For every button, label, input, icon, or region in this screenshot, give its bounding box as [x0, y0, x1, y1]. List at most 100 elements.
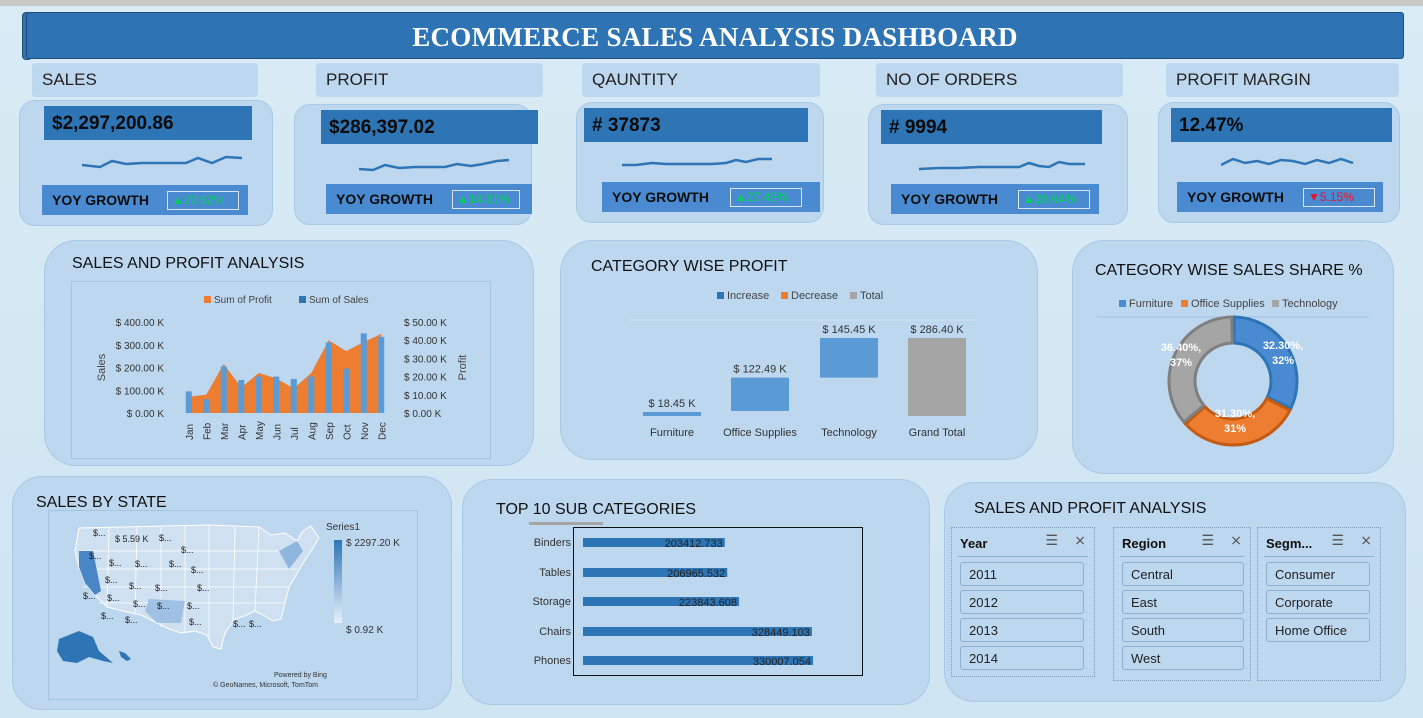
month-label: Sep [325, 422, 336, 440]
data-label: $ 286.40 K [910, 324, 964, 336]
kpi-card: $2,297,200.86 YOY GROWTH ▲20.62% [19, 100, 273, 226]
slicer-item[interactable]: 2011 [960, 562, 1084, 586]
slice-label: 32% [1272, 355, 1294, 367]
state-value-label: $... [249, 619, 262, 629]
profit-area [188, 333, 382, 413]
state-border [134, 526, 138, 616]
subcategory-label: Tables [539, 567, 571, 579]
slicer-item[interactable]: West [1122, 646, 1244, 670]
bar-value-label: 206965.532 [667, 568, 725, 580]
subcategory-label: Chairs [539, 626, 571, 638]
slicer-item[interactable]: Home Office [1266, 618, 1370, 642]
sparkline-path [622, 157, 772, 167]
state-value-label: $... [181, 545, 194, 555]
yoy-label: YOY GROWTH [52, 192, 149, 208]
category-label: Technology [821, 427, 877, 439]
sales-bar [255, 376, 262, 413]
sales-bar [378, 336, 385, 413]
slice-label: 32.30%, [1263, 340, 1303, 352]
year-slicer: Year ☰ ⨯ 2011 2012 2013 2014 [951, 527, 1095, 677]
legend-label: Office Supplies [1191, 298, 1265, 310]
panel-title: SALES AND PROFIT ANALYSIS [72, 255, 305, 272]
left-tick-label: $ 400.00 K [116, 318, 165, 329]
category-profit-chart: Increase Decrease Total $ 18.45 K Furniture $… [627, 290, 977, 439]
month-label: Oct [342, 424, 353, 440]
waterfall-bar [731, 377, 789, 411]
right-tick-label: $ 20.00 K [404, 373, 447, 384]
slicer-item[interactable]: Corporate [1266, 590, 1370, 614]
map-area[interactable]: $... $ 5.59 K $... $... $... $... $... $... $...… [48, 510, 418, 700]
kpi-sparkline [622, 157, 772, 167]
state-value-label: $... [109, 558, 122, 568]
clear-filter-icon[interactable]: ⨯ [1230, 532, 1242, 548]
panel-title: SALES AND PROFIT ANALYSIS [974, 500, 1207, 517]
left-axis-label: Sales [96, 353, 108, 381]
slicer-item[interactable]: East [1122, 590, 1244, 614]
right-tick-label: $ 50.00 K [404, 318, 447, 329]
kpi-value: $2,297,200.86 [44, 106, 252, 140]
right-tick-label: $ 0.00 K [404, 409, 442, 420]
state-value-label: $... [89, 551, 102, 561]
kpi-label: QAUNTITY [582, 63, 820, 97]
month-label: Feb [202, 422, 213, 440]
kpi-label: PROFIT MARGIN [1166, 63, 1399, 97]
slicer-item[interactable]: 2012 [960, 590, 1084, 614]
subcategory-label: Binders [534, 537, 572, 549]
sales-profit-chart-area[interactable]: Sum of Profit Sum of Sales $ 400.00 K $ 300… [71, 281, 491, 459]
state-value-label: $... [105, 575, 118, 585]
state-texas [145, 599, 185, 623]
legend-label: Furniture [1129, 298, 1173, 310]
month-label: Jul [290, 427, 301, 440]
state-value-label: $... [133, 599, 146, 609]
sparkline-path [82, 155, 243, 169]
category-label: Furniture [650, 427, 694, 439]
yoy-growth-bar: YOY GROWTH ▲27.48% [602, 182, 820, 212]
legend-scale [334, 540, 342, 623]
multi-select-icon[interactable]: ☰ [1331, 532, 1344, 548]
top-strip [0, 0, 1423, 6]
waterfall-bar [643, 412, 701, 416]
kpi-value: # 9994 [881, 110, 1102, 144]
left-tick-label: $ 100.00 K [116, 386, 165, 397]
month-label: Mar [220, 422, 231, 440]
kpi-card: # 37873 YOY GROWTH ▲27.48% [576, 102, 824, 223]
top10-plot-frame[interactable] [573, 527, 863, 676]
yoy-label: YOY GROWTH [901, 191, 998, 207]
legend-label: Technology [1282, 298, 1338, 310]
slicer-header-divider [958, 556, 1088, 557]
clear-filter-icon[interactable]: ⨯ [1074, 532, 1086, 548]
waterfall-bar [908, 338, 966, 416]
slicer-item[interactable]: 2014 [960, 646, 1084, 670]
legend-label: Decrease [791, 290, 838, 302]
top10-chart: Binders 203412.733 Tables 206965.532 Storage… [532, 537, 813, 668]
state-value-label: $... [135, 559, 148, 569]
slicer-item[interactable]: Central [1122, 562, 1244, 586]
bar-value-label: 328449.103 [752, 627, 810, 639]
sales-bar [238, 380, 245, 413]
state-value-label: $... [233, 619, 246, 629]
slicer-item[interactable]: South [1122, 618, 1244, 642]
state-value-label: $ 5.59 K [115, 534, 149, 544]
state-value-label: $... [197, 583, 210, 593]
sales-by-state-panel: SALES BY STATE $... $ 5.59 K $... $... $... $… [12, 476, 452, 710]
legend-label: Total [860, 290, 883, 302]
sales-bar [185, 391, 192, 413]
category-share-chart[interactable]: Furniture Office Supplies Technology 32.30%… [1073, 241, 1395, 475]
slicer-header-divider [1120, 556, 1244, 557]
yoy-label: YOY GROWTH [336, 191, 433, 207]
sales-bar [220, 366, 227, 413]
multi-select-icon[interactable]: ☰ [1201, 532, 1214, 548]
category-profit-panel: CATEGORY WISE PROFIT Increase Decrease Tot… [560, 240, 1038, 460]
category-label: Grand Total [909, 427, 966, 439]
multi-select-icon[interactable]: ☰ [1045, 532, 1058, 548]
sales-bar [308, 376, 315, 413]
slicer-item[interactable]: 2013 [960, 618, 1084, 642]
sales-profit-panel: SALES AND PROFIT ANALYSIS Sum of Profit S… [44, 240, 534, 466]
state-value-label: $... [129, 581, 142, 591]
clear-filter-icon[interactable]: ⨯ [1360, 532, 1372, 548]
slicer-item[interactable]: Consumer [1266, 562, 1370, 586]
legend-swatch [781, 292, 788, 299]
state-value-label: $... [191, 565, 204, 575]
sales-bar [273, 376, 280, 413]
left-tick-label: $ 200.00 K [116, 364, 165, 375]
